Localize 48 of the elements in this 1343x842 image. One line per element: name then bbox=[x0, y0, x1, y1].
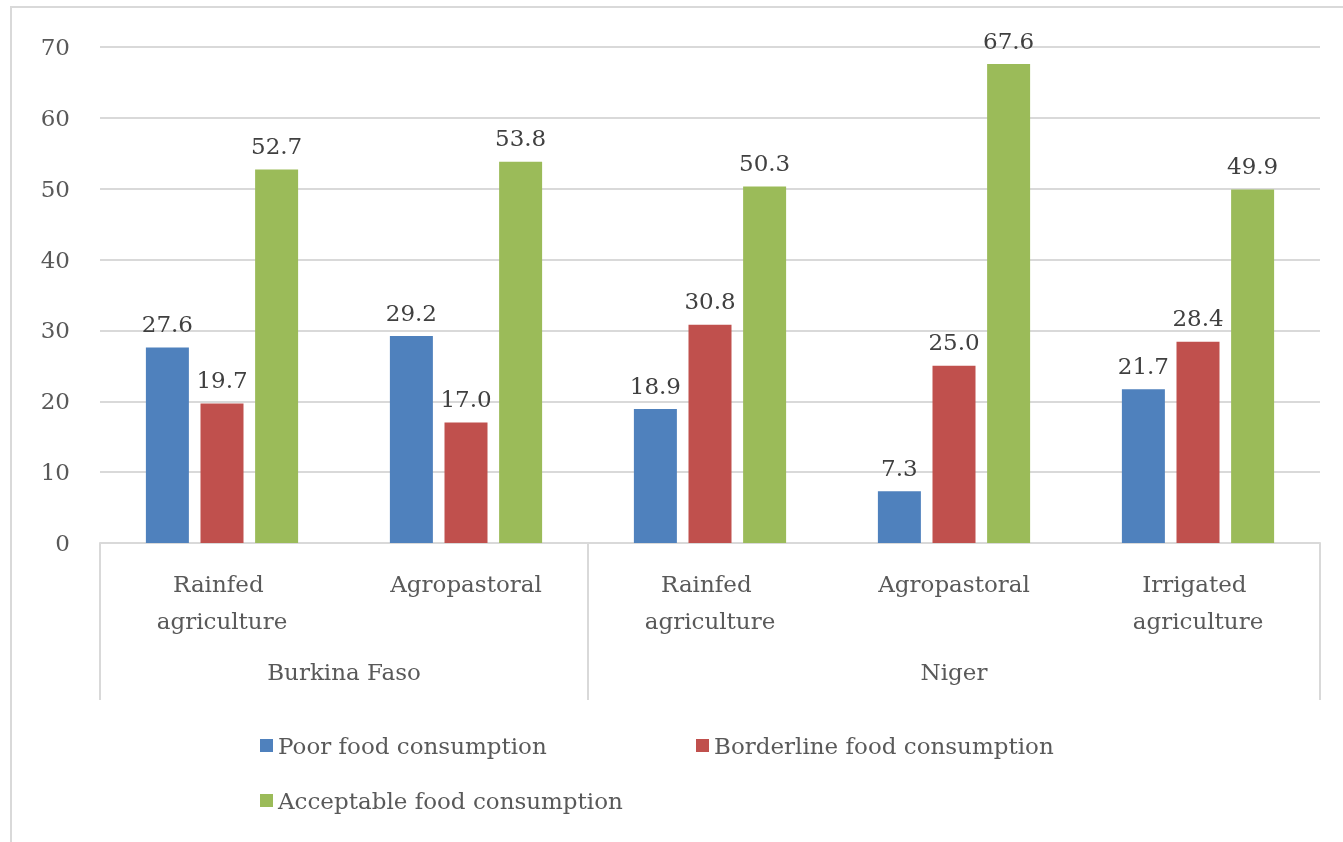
bar bbox=[688, 324, 732, 543]
bar bbox=[444, 422, 488, 543]
legend-label: Acceptable food consumption bbox=[277, 787, 624, 814]
data-label: 7.3 bbox=[881, 454, 918, 481]
data-label: 53.8 bbox=[495, 125, 547, 152]
bar bbox=[145, 347, 189, 543]
bar bbox=[987, 64, 1031, 543]
data-label: 19.7 bbox=[196, 366, 248, 393]
legend-label: Borderline food consumption bbox=[714, 732, 1054, 759]
data-label: 50.3 bbox=[739, 150, 791, 177]
data-label: 21.7 bbox=[1117, 352, 1169, 379]
bar bbox=[877, 491, 921, 543]
y-tick-label: 30 bbox=[40, 317, 70, 344]
y-tick-label: 50 bbox=[40, 175, 70, 202]
bar bbox=[1176, 341, 1220, 543]
y-tick-label: 10 bbox=[40, 459, 70, 486]
y-tick-label: 70 bbox=[40, 34, 70, 60]
data-label: 28.4 bbox=[1172, 305, 1224, 332]
bar bbox=[1231, 189, 1275, 543]
bar bbox=[255, 169, 299, 543]
data-label: 49.9 bbox=[1227, 152, 1279, 179]
bar bbox=[743, 186, 787, 543]
x-tick-label: Agropastoral bbox=[389, 570, 542, 597]
text: Niger bbox=[920, 659, 988, 685]
data-label: 18.9 bbox=[629, 372, 681, 399]
data-label: 30.8 bbox=[684, 288, 736, 315]
bar bbox=[389, 336, 433, 543]
bar bbox=[200, 403, 244, 543]
bar bbox=[499, 161, 543, 543]
bar bbox=[932, 365, 976, 543]
bar bbox=[633, 409, 677, 543]
x-tick-label: Irrigated agriculture bbox=[1132, 570, 1264, 634]
bar bbox=[1121, 389, 1165, 543]
data-label: 67.6 bbox=[983, 27, 1035, 54]
legend-label: Poor food consumption bbox=[278, 732, 547, 759]
y-tick-label: 20 bbox=[40, 388, 70, 415]
x-tick-label: Rainfed agriculture bbox=[156, 570, 288, 634]
text: Burkina Faso bbox=[267, 659, 421, 685]
data-label: 27.6 bbox=[141, 310, 193, 337]
y-tick-label: 40 bbox=[40, 246, 70, 273]
data-label: 52.7 bbox=[251, 133, 303, 160]
x-tick-label: Rainfed agriculture bbox=[644, 570, 776, 634]
x-tick-label: Agropastoral bbox=[877, 570, 1030, 597]
y-tick-label: 0 bbox=[55, 530, 70, 556]
data-label: 17.0 bbox=[440, 386, 492, 413]
data-label: 29.2 bbox=[385, 299, 437, 326]
data-label: 25.0 bbox=[928, 329, 980, 356]
y-tick-label: 60 bbox=[40, 104, 70, 131]
